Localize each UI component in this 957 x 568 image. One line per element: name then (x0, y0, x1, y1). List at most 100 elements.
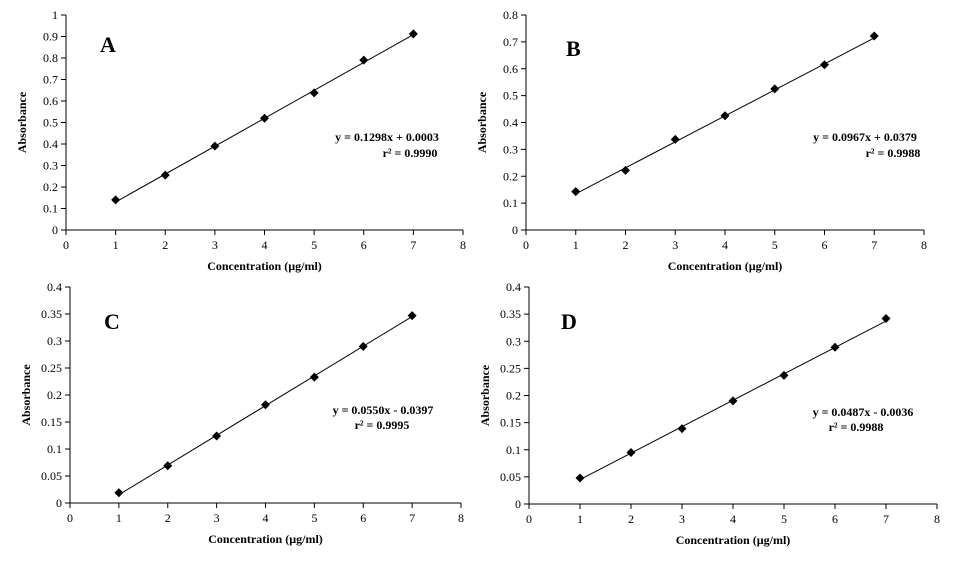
y-tick-label: 0.4 (506, 280, 521, 294)
data-point-b (670, 134, 680, 144)
x-tick-label: 7 (410, 238, 416, 252)
y-tick-label: 0.2 (47, 388, 62, 402)
y-tick-label: 0.9 (43, 30, 58, 44)
x-tick-label: 5 (311, 238, 317, 252)
y-tick-label: 0.35 (500, 307, 521, 321)
y-tick-label: 0 (56, 496, 62, 510)
data-point-a (408, 29, 418, 39)
data-point-d (728, 396, 738, 406)
x-tick-label: 0 (67, 511, 73, 525)
y-axis-title-b: Absorbance (475, 91, 489, 153)
chart-panel-d: 0 0.05 0.1 0.15 0.2 0.25 0.3 0.35 0.4 0 1 2 3 4 5 6 7 8 Co… (478, 280, 940, 547)
data-point-c (309, 372, 319, 382)
x-tick-label: 2 (162, 238, 168, 252)
data-point-d (626, 447, 636, 457)
data-point-b (869, 31, 879, 41)
y-tick-label: 0.1 (43, 202, 58, 216)
y-tick-label: 0.25 (41, 361, 62, 375)
y-tick-label: 0.35 (41, 307, 62, 321)
data-point-b (820, 60, 829, 70)
data-point-a (309, 88, 319, 98)
y-tick-label: 0.05 (41, 469, 62, 483)
x-tick-label: 0 (523, 238, 529, 252)
regression-equation-a: y = 0.1298x + 0.0003 (335, 130, 439, 144)
y-tick-label: 0.2 (506, 389, 521, 403)
y-tick-label: 0.4 (47, 280, 62, 294)
data-point-b (621, 165, 630, 175)
data-point-a (111, 195, 121, 205)
x-axis-title-a: Concentration (µg/ml) (207, 259, 322, 273)
r-squared-b: r² = 0.9988 (866, 146, 921, 160)
chart-panel-c: 0 0.05 0.1 0.15 0.2 0.25 0.3 0.35 0.4 0 1 2 3 4 5 6 7 8 Co… (19, 280, 464, 546)
data-point-b (720, 111, 730, 121)
data-point-c (407, 311, 417, 321)
data-point-a (260, 113, 269, 123)
y-tick-label: 0.2 (43, 180, 58, 194)
x-tick-label: 2 (623, 238, 629, 252)
x-axis-title-c: Concentration (µg/ml) (208, 532, 323, 546)
x-tick-label: 8 (934, 512, 940, 526)
x-tick-label: 8 (460, 238, 466, 252)
x-tick-label: 5 (772, 238, 778, 252)
data-point-c (212, 431, 222, 441)
x-tick-label: 1 (113, 238, 119, 252)
r-squared-a: r² = 0.9990 (383, 146, 438, 160)
panel-label-c: C (104, 309, 120, 334)
y-tick-label: 0.7 (503, 35, 518, 49)
x-tick-label: 5 (781, 512, 787, 526)
y-tick-label: 0.25 (500, 361, 521, 375)
y-axis-title-d: Absorbance (478, 364, 492, 426)
chart-panel-b: 0 0.1 0.2 0.3 0.4 0.5 0.6 0.7 0.8 0 1 2 3 4 5 6 7 8 Concen… (475, 8, 927, 273)
y-tick-label: 0 (52, 223, 58, 237)
data-point-a (359, 55, 369, 65)
data-point-c (114, 488, 124, 498)
y-tick-label: 0.1 (506, 443, 521, 457)
x-tick-label: 6 (832, 512, 838, 526)
x-tick-label: 7 (883, 512, 889, 526)
x-tick-label: 8 (921, 238, 927, 252)
panel-label-a: A (100, 32, 116, 57)
data-point-a (160, 170, 170, 180)
x-tick-label: 2 (628, 512, 634, 526)
regression-equation-c: y = 0.0550x - 0.0397 (333, 403, 434, 417)
x-tick-label: 1 (116, 511, 122, 525)
x-tick-label: 4 (262, 238, 268, 252)
x-axis-title-b: Concentration (µg/ml) (668, 259, 783, 273)
x-tick-label: 8 (458, 511, 464, 525)
y-tick-label: 0.15 (41, 415, 62, 429)
x-tick-label: 4 (722, 238, 728, 252)
data-point-b (770, 84, 780, 94)
y-tick-label: 0.05 (500, 470, 521, 484)
x-tick-label: 1 (577, 512, 583, 526)
y-tick-label: 0 (512, 223, 518, 237)
y-tick-label: 0 (515, 497, 521, 511)
x-tick-label: 3 (672, 238, 678, 252)
x-tick-label: 7 (409, 511, 415, 525)
y-tick-label: 0.3 (506, 334, 521, 348)
y-tick-label: 0.3 (503, 142, 518, 156)
y-tick-label: 1 (52, 8, 58, 22)
x-tick-label: 3 (679, 512, 685, 526)
y-tick-label: 0.6 (43, 94, 58, 108)
x-tick-label: 5 (311, 511, 317, 525)
y-tick-label: 0.5 (43, 116, 58, 130)
data-point-d (830, 342, 840, 352)
data-point-c (163, 461, 173, 471)
data-point-c (358, 341, 368, 351)
y-tick-label: 0.4 (43, 137, 58, 151)
data-point-a (210, 141, 220, 151)
r-squared-c: r² = 0.9995 (355, 418, 410, 432)
y-tick-label: 0.3 (43, 159, 58, 173)
x-tick-label: 4 (730, 512, 736, 526)
data-point-d (779, 370, 789, 380)
panel-label-d: D (561, 309, 577, 334)
y-axis-title-c: Absorbance (19, 364, 33, 426)
y-tick-label: 0.6 (503, 62, 518, 76)
y-tick-label: 0.1 (47, 442, 62, 456)
data-point-b (571, 187, 581, 197)
x-axis-title-d: Concentration (µg/ml) (676, 533, 791, 547)
data-point-d (677, 424, 687, 434)
y-axis-title-a: Absorbance (15, 91, 29, 153)
y-tick-label: 0.2 (503, 169, 518, 183)
